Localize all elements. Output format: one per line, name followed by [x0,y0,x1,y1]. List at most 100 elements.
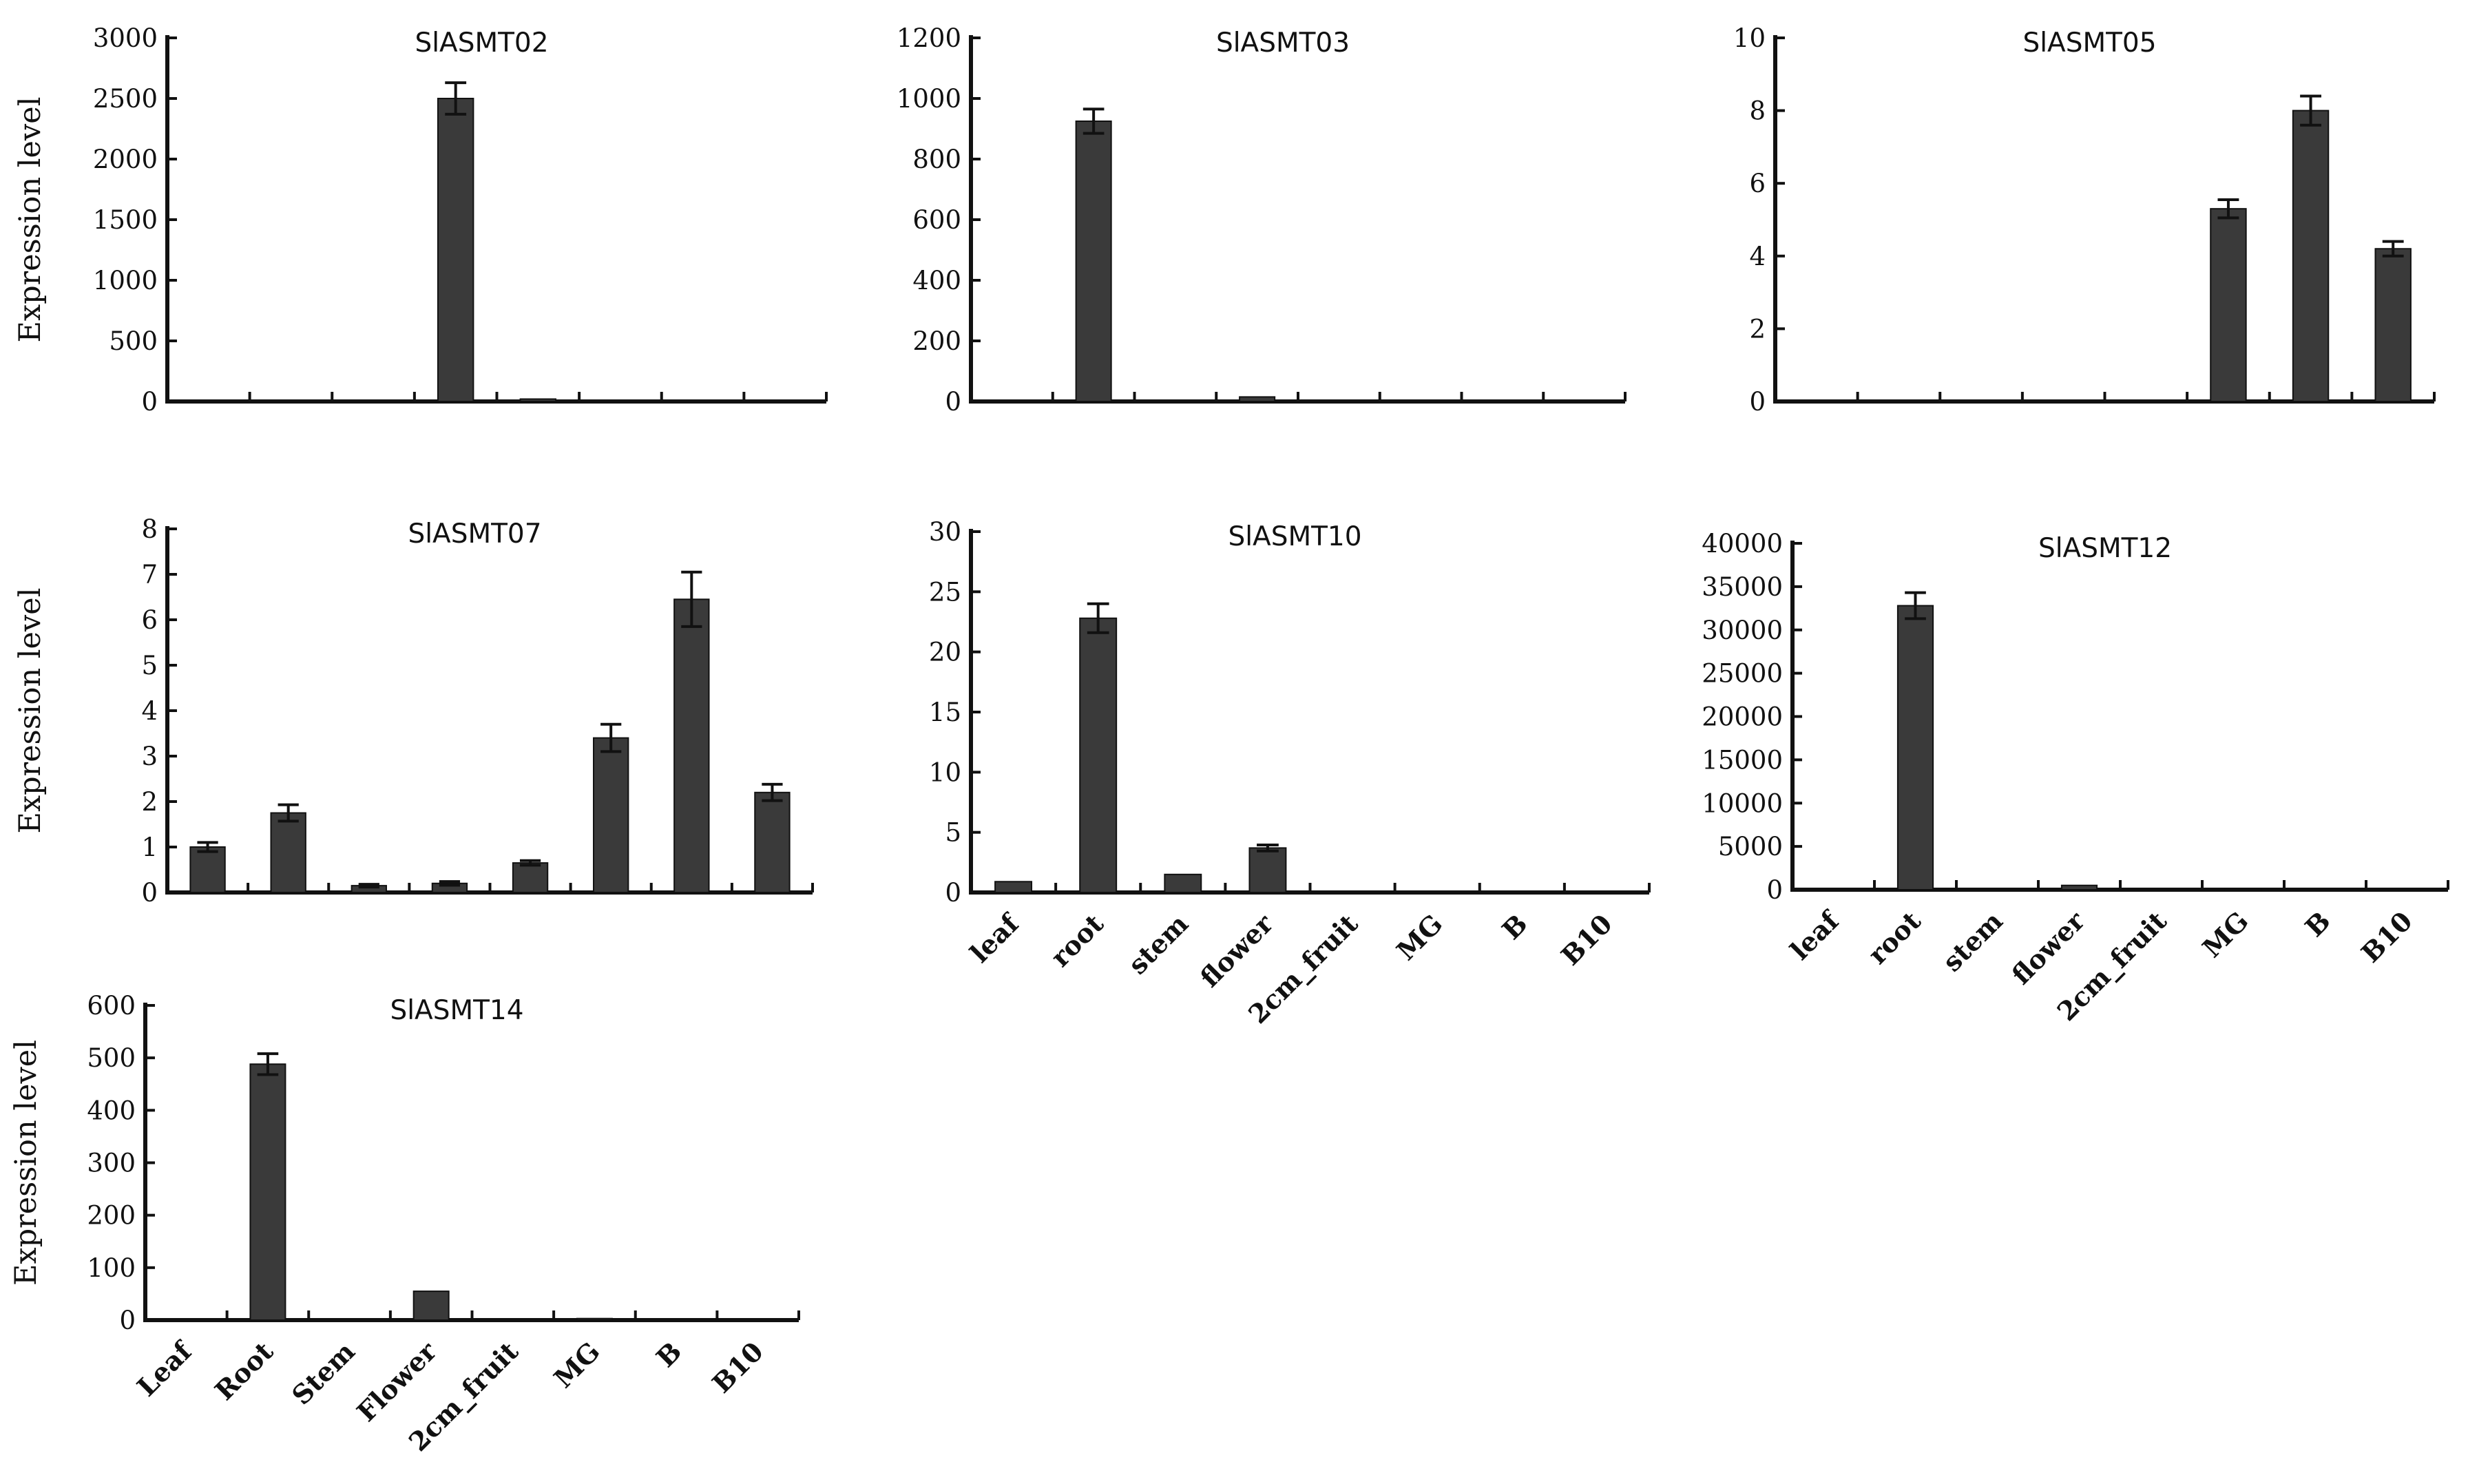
chart-panel-6: 0 5000 10000 15000 20000 25000 30000 35000 40000… [1702,529,2449,1027]
y-tick-label: 600 [87,991,136,1021]
x-category-label: Root [209,1335,280,1406]
y-tick-label: 4 [141,696,158,726]
chart-title: SlASMT14 [390,995,523,1026]
chart-title: SlASMT10 [1228,521,1361,552]
bar-2cm_fruit [519,398,557,402]
error-bar [197,841,218,853]
y-tick-label: 1000 [93,266,158,295]
y-tick-label: 10000 [1702,788,1783,818]
chart-title: SlASMT05 [2022,28,2156,59]
y-tick-label: 1 [141,833,158,862]
chart-panel-7: 0 100 200 300 400 500 600 SlASMT14 Expression le… [9,991,800,1457]
chart-title: SlASMT03 [1216,28,1350,59]
bar-root [249,1063,286,1321]
x-category-label: root [1045,908,1110,973]
bar-flower [412,1290,450,1321]
error-bar [2217,198,2239,220]
x-category-label: B [1496,908,1534,946]
y-tick-label: 15 [929,698,961,727]
error-bar [1083,107,1105,135]
y-tick-label: 0 [945,387,961,417]
x-category-label: B10 [2355,906,2418,969]
y-tick-label: 0 [141,387,158,417]
y-tick-label: 2 [141,787,158,817]
chart-title: SlASMT07 [408,519,541,550]
y-tick-label: 0 [119,1306,136,1335]
error-bar [2382,240,2404,258]
chart-panel-1: 0 500 1000 1500 2000 2500 3000 SlASMT02 Expressi… [13,23,828,417]
y-tick-label: 20 [929,638,961,667]
bar-stem [1164,873,1202,894]
y-tick-label: 600 [912,205,961,235]
y-axis-label: Expression level [13,588,48,834]
x-category-label: Leaf [131,1335,199,1403]
bar-mg [576,1317,613,1321]
x-category-label: leaf [1784,904,1846,966]
chart-panel-3: 0 2 4 6 8 10 SlASMT05 [1733,23,2436,417]
error-bar [257,1052,279,1076]
bar-2cm_fruit [512,862,549,893]
x-category-label: B [650,1336,688,1374]
bar-leaf [994,881,1033,894]
x-category-label: B10 [706,1336,769,1399]
error-bar [681,570,702,628]
bar-flower [437,98,474,402]
y-tick-label: 0 [1766,875,1783,905]
bar-b [673,598,710,893]
chart-title: SlASMT02 [415,28,548,59]
y-tick-label: 2500 [93,84,158,114]
bar-root [270,812,306,893]
y-tick-label: 30 [929,517,961,547]
y-tick-label: 10 [929,757,961,787]
x-category-label: stem [1122,908,1194,981]
y-tick-label: 25000 [1702,659,1783,689]
bar-b10 [754,791,791,894]
axes [1773,35,2434,404]
y-tick-label: 10 [1733,23,1766,53]
y-tick-label: 200 [87,1201,136,1231]
bar-root [1079,617,1118,893]
y-tick-label: 2 [1749,314,1766,344]
x-category-label: stem [1936,906,2009,978]
y-tick-label: 200 [912,326,961,356]
y-tick-label: 3000 [93,23,158,53]
error-bar [519,859,541,867]
y-tick-label: 400 [912,266,961,295]
y-tick-label: 0 [141,878,158,908]
y-tick-label: 5000 [1718,832,1783,861]
y-tick-label: 3 [141,742,158,771]
chart-title: SlASMT12 [2038,533,2172,564]
chart-panel-2: 0 200 400 600 800 1000 1200 SlASMT03 [897,23,1627,417]
y-tick-label: 300 [87,1149,136,1178]
chart-panel-4: 0 1 2 3 4 5 6 7 8 SlASMT07 Expression level [13,514,814,908]
error-bar [358,883,379,889]
error-bar [278,803,299,823]
y-tick-label: 25 [929,577,961,607]
axes [969,35,1625,404]
error-bar [439,880,461,887]
x-category-label: B [2299,906,2336,943]
bar-mg [2210,208,2247,402]
bar-root [1896,605,1934,890]
bar-flower [1248,847,1287,893]
y-tick-label: 0 [945,878,961,908]
x-category-label: MG [1390,908,1449,967]
axes [165,35,826,404]
x-category-label: flower [1194,908,1279,993]
y-tick-label: 8 [141,514,158,544]
y-tick-label: 20000 [1702,702,1783,732]
y-tick-label: 15000 [1702,745,1783,775]
error-bar [445,81,467,116]
y-tick-label: 6 [1749,169,1766,198]
y-tick-label: 1000 [897,84,961,114]
y-tick-label: 500 [109,326,158,356]
axes [143,1003,799,1322]
error-bar [1257,844,1279,853]
y-tick-label: 6 [141,605,158,635]
bar-mg [593,737,629,893]
x-category-label: leaf [964,907,1026,969]
y-tick-label: 7 [141,560,158,589]
error-bar [1087,602,1109,634]
